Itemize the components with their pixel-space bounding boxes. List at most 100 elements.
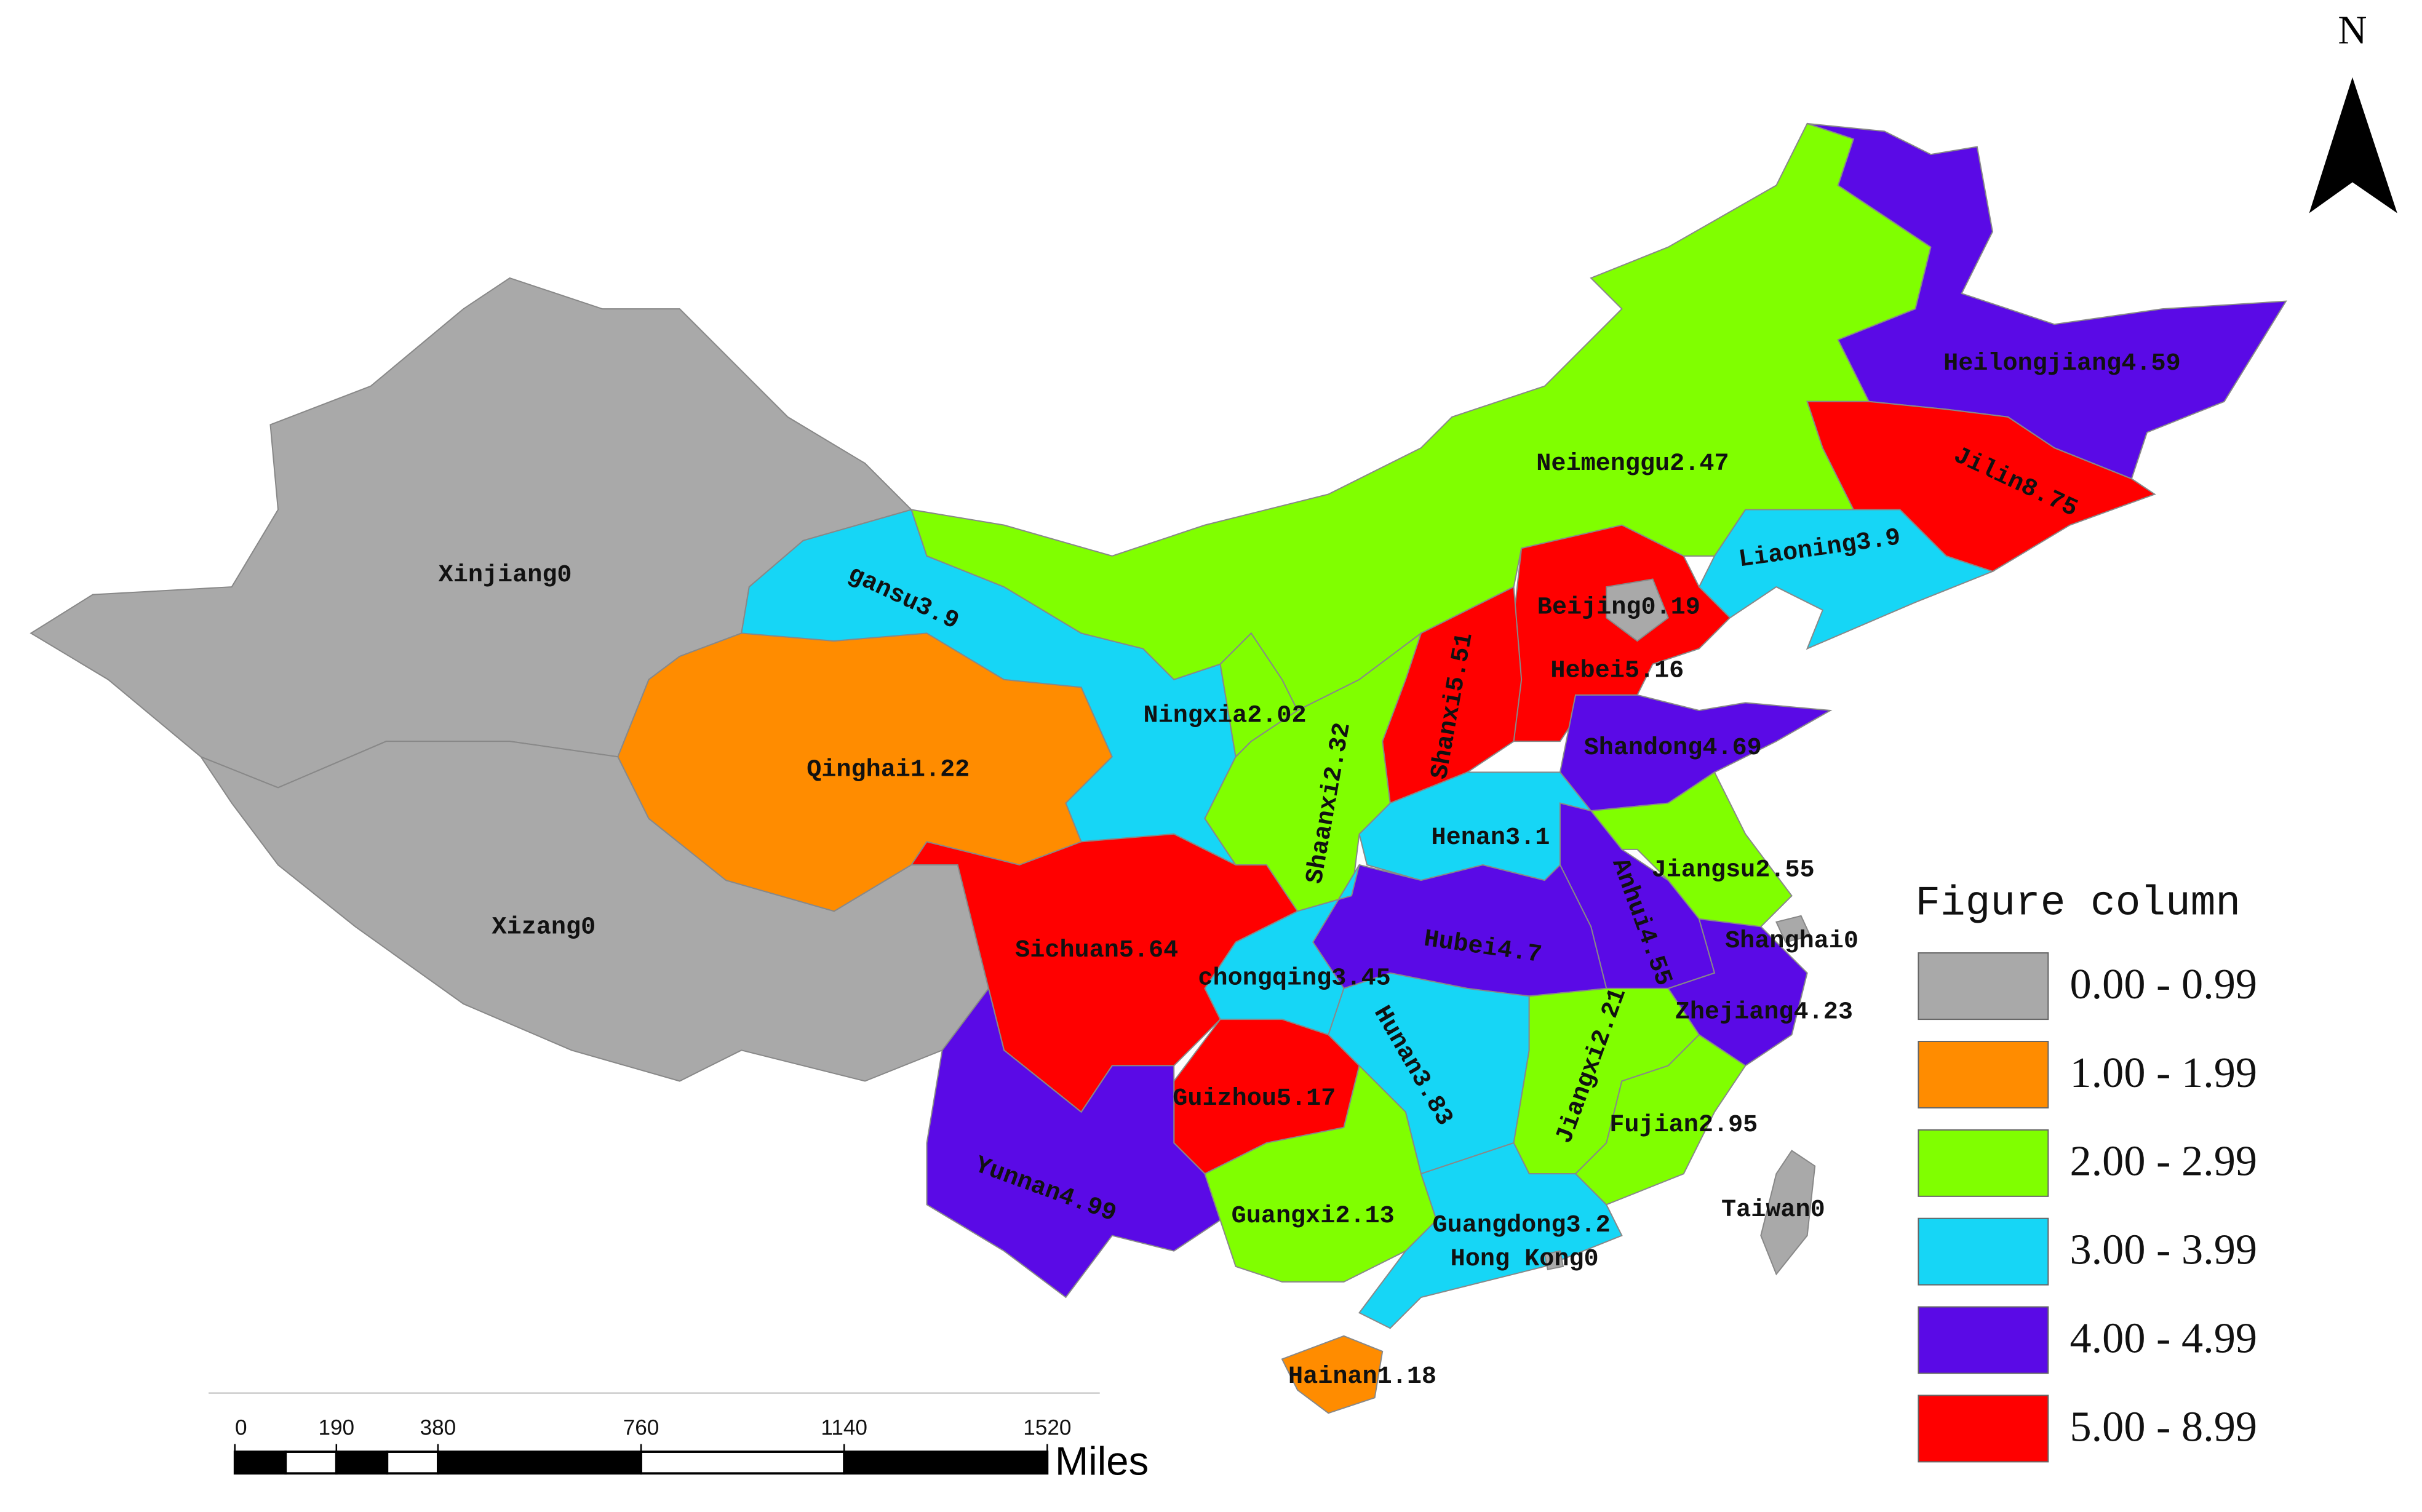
region-value: 3.9 xyxy=(1854,524,1902,558)
region-label: Hainan1.18 xyxy=(1288,1363,1436,1391)
region-name: Hebei xyxy=(1550,657,1625,685)
region-value: 5.64 xyxy=(1119,937,1178,965)
region-label: Hong Kong0 xyxy=(1451,1246,1599,1273)
scale-segment xyxy=(386,1450,439,1475)
region-label: Fujian2.95 xyxy=(1609,1111,1758,1139)
region xyxy=(1574,1033,1747,1206)
scale-segment xyxy=(640,1450,846,1475)
scale-segment xyxy=(335,1450,389,1475)
region-label: Henan3.1 xyxy=(1432,824,1550,851)
legend-label: 2.00 - 2.99 xyxy=(2069,1137,2257,1185)
region-value: 5.17 xyxy=(1277,1085,1336,1113)
region-name: Xinjiang xyxy=(439,562,557,589)
legend-swatch xyxy=(1918,1217,2049,1286)
region-name: Fujian xyxy=(1609,1111,1699,1139)
region-name: Shandong xyxy=(1584,734,1703,762)
region-value: 3.45 xyxy=(1331,965,1390,992)
region-label: Heilongjiang4.59 xyxy=(1943,350,2181,378)
region-value: 0 xyxy=(557,562,572,589)
legend: Figure column 0.00 - 0.99 1.00 - 1.99 2.00 … xyxy=(1915,881,2257,1463)
region-label: Guangxi2.13 xyxy=(1232,1203,1395,1230)
region-label: Zhejiang4.23 xyxy=(1675,998,1853,1026)
regions xyxy=(30,122,2287,1414)
scale-segment xyxy=(284,1450,338,1475)
region xyxy=(910,122,1932,712)
legend-swatch xyxy=(1918,1395,2049,1463)
region xyxy=(1544,1250,1564,1270)
region-name: Guangdong xyxy=(1433,1212,1566,1239)
region-value: 2.02 xyxy=(1247,702,1306,730)
region-name: Taiwan xyxy=(1721,1196,1811,1224)
region-label: Hubei4.7 xyxy=(1422,925,1544,969)
region-name: Hong Kong xyxy=(1451,1246,1584,1273)
north-label: N xyxy=(2338,8,2367,52)
region-value: 3.1 xyxy=(1505,824,1550,851)
region-value: 4.69 xyxy=(1702,734,1761,762)
region-name: Henan xyxy=(1432,824,1506,851)
scale-tick-label: 380 xyxy=(420,1415,456,1439)
region-value: 4.7 xyxy=(1496,936,1544,969)
region-label: Xinjiang0 xyxy=(439,562,572,589)
region-name: Jiangsu xyxy=(1652,856,1756,884)
region-name: Neimenggu xyxy=(1536,450,1670,478)
region-label: Qinghai1.22 xyxy=(807,756,970,784)
region-value: 0 xyxy=(1844,928,1858,955)
region-value: 0.19 xyxy=(1641,594,1700,621)
region-name: chongqing xyxy=(1198,965,1331,992)
scale-tick-label: 190 xyxy=(318,1415,354,1439)
region-name: Zhejiang xyxy=(1675,998,1794,1026)
region-label: Neimenggu2.47 xyxy=(1536,450,1729,478)
region-label: Taiwan0 xyxy=(1721,1196,1825,1224)
region-name: Hainan xyxy=(1288,1363,1377,1391)
region-name: Ningxia xyxy=(1144,702,1248,730)
region-name: Guizhou xyxy=(1173,1085,1277,1113)
region-name: Beijing xyxy=(1537,594,1641,621)
region-value: 2.13 xyxy=(1335,1203,1394,1230)
region xyxy=(1760,1150,1816,1276)
scale-unit: Miles xyxy=(1055,1439,1149,1484)
legend-label: 4.00 - 4.99 xyxy=(2069,1314,2257,1362)
region-label: Beijing0.19 xyxy=(1537,594,1700,621)
legend-label: 3.00 - 3.99 xyxy=(2069,1226,2257,1274)
region-name: Sichuan xyxy=(1015,937,1119,965)
region-label: Sichuan5.64 xyxy=(1015,937,1178,965)
region xyxy=(1606,578,1669,642)
region-label: Jiangsu2.55 xyxy=(1652,856,1815,884)
region-value: 5.16 xyxy=(1625,657,1684,685)
region-label: Ningxia2.02 xyxy=(1144,702,1307,730)
region-value: 3.2 xyxy=(1566,1212,1610,1239)
scale-tick-label: 1140 xyxy=(821,1415,867,1439)
region-label: Hebei5.16 xyxy=(1550,657,1684,685)
region-label: chongqing3.45 xyxy=(1198,965,1390,992)
region xyxy=(1281,1335,1384,1414)
legend-label: 0.00 - 0.99 xyxy=(2069,960,2257,1008)
north-arrow xyxy=(2309,77,2397,213)
legend-label: 1.00 - 1.99 xyxy=(2069,1049,2257,1097)
region-value: 0 xyxy=(1584,1246,1599,1273)
region xyxy=(1807,122,2287,480)
region-value: 4.23 xyxy=(1794,998,1853,1026)
legend-swatch xyxy=(1918,1040,2049,1108)
legend-title: Figure column xyxy=(1915,881,2241,928)
legend-swatch xyxy=(1918,952,2049,1021)
scale-segment xyxy=(843,1450,1049,1475)
scale-segment xyxy=(436,1450,642,1475)
region-name: Qinghai xyxy=(807,756,910,784)
region-name: Shanghai xyxy=(1725,928,1844,955)
region-value: 0 xyxy=(581,913,596,941)
scale-segment xyxy=(233,1450,287,1475)
labels: Xinjiang0Xizang0Qinghai1.22gansu3.9Neime… xyxy=(439,350,2181,1391)
region-name: Guangxi xyxy=(1232,1203,1336,1230)
region-value: 1.18 xyxy=(1377,1363,1436,1391)
scale-tick-label: 1520 xyxy=(1023,1415,1071,1439)
region-name: Heilongjiang xyxy=(1943,350,2121,378)
region-value: 2.47 xyxy=(1670,450,1729,478)
legend-swatch xyxy=(1918,1129,2049,1197)
region-value: 2.55 xyxy=(1755,856,1814,884)
region-value: 0 xyxy=(1811,1196,1825,1224)
region xyxy=(1219,632,1299,758)
region-value: 1.22 xyxy=(910,756,970,784)
